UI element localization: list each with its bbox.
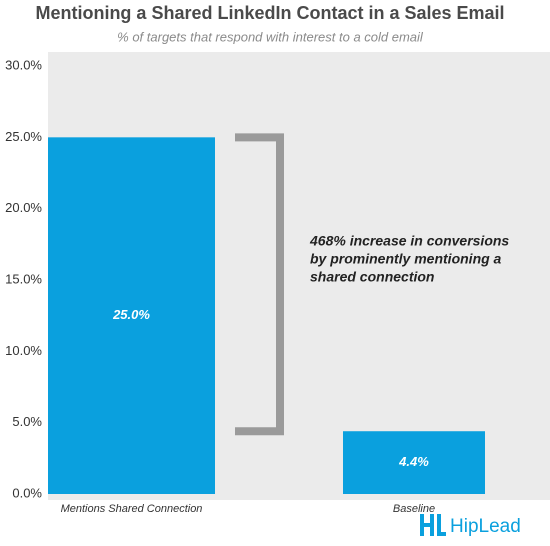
y-tick-label: 30.0% bbox=[5, 57, 42, 72]
logo-text: HipLead bbox=[450, 516, 521, 537]
logo-icon bbox=[437, 514, 441, 536]
chart-title: Mentioning a Shared LinkedIn Contact in … bbox=[35, 3, 504, 23]
x-tick-label: Baseline bbox=[393, 503, 435, 515]
chart-subtitle: % of targets that respond with interest … bbox=[117, 29, 424, 44]
annotation: 468% increase in conversions bbox=[309, 233, 509, 249]
logo: HipLead bbox=[420, 514, 521, 537]
x-tick-label: Mentions Shared Connection bbox=[61, 503, 203, 515]
y-tick-label: 5.0% bbox=[12, 414, 42, 429]
bar bbox=[343, 431, 485, 494]
annotation: by prominently mentioning a bbox=[310, 251, 502, 267]
logo-icon bbox=[424, 523, 430, 527]
bracket bbox=[235, 133, 284, 436]
bar bbox=[48, 137, 215, 495]
value-label: 4.4% bbox=[398, 454, 429, 469]
value-label: 25.0% bbox=[112, 307, 150, 322]
logo-icon bbox=[437, 532, 446, 536]
y-tick-label: 15.0% bbox=[5, 271, 42, 286]
annotation: shared connection bbox=[310, 269, 434, 285]
y-tick-label: 25.0% bbox=[5, 129, 42, 144]
y-tick-label: 10.0% bbox=[5, 343, 42, 358]
y-tick-label: 20.0% bbox=[5, 200, 42, 215]
y-tick-label: 0.0% bbox=[12, 485, 42, 500]
logo-icon bbox=[420, 514, 424, 536]
logo-icon bbox=[430, 514, 434, 536]
